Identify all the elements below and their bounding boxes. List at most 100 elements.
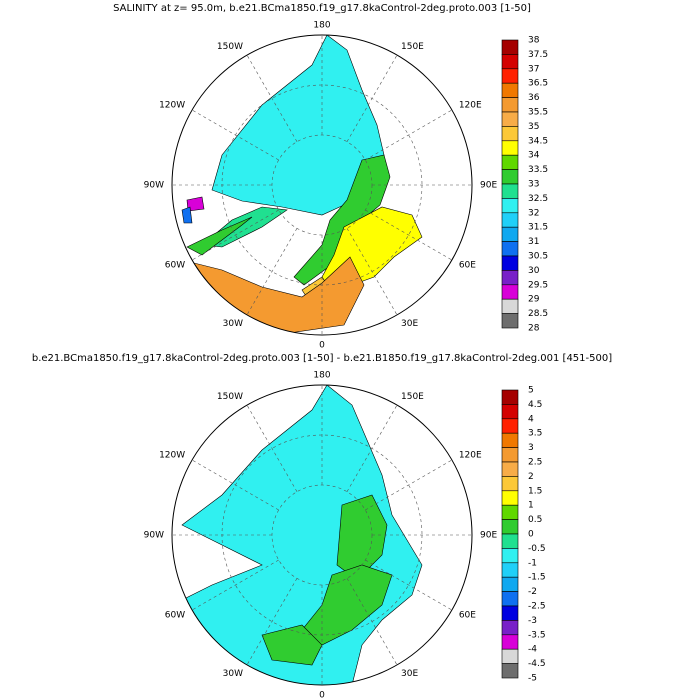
colorbar-box	[501, 504, 519, 520]
longitude-label: 150E	[401, 42, 424, 52]
panel: b.e21.BCma1850.f19_g17.8kaControl-2deg.p…	[32, 353, 612, 700]
colorbar-label: 1	[528, 501, 534, 511]
colorbar-box	[501, 140, 519, 156]
colorbar-label: 34.5	[528, 136, 548, 146]
colorbar-box	[501, 183, 519, 199]
colorbar-box	[501, 298, 519, 314]
colorbar-box	[501, 605, 519, 621]
longitude-label: 120E	[459, 101, 482, 111]
colorbar-label: -2.5	[528, 602, 546, 612]
colorbar-label: 34	[528, 151, 540, 161]
colorbar-box	[501, 461, 519, 477]
longitude-label: 60E	[459, 261, 476, 271]
colorbar-label: 31	[528, 237, 539, 247]
colorbar-box	[501, 126, 519, 142]
ocean-region	[186, 216, 253, 256]
colorbar-label: 3.5	[528, 429, 542, 439]
colorbar-box	[501, 519, 519, 535]
colorbar-label: 36	[528, 93, 540, 103]
ocean-region	[261, 624, 323, 666]
colorbar-box	[501, 476, 519, 492]
ocean-region	[301, 564, 393, 646]
colorbar-label: 35.5	[528, 108, 548, 118]
colorbar-label: -0.5	[528, 544, 546, 554]
colorbar-label: 4.5	[528, 400, 542, 410]
meridian-line	[346, 228, 398, 316]
colorbar-label: 38	[528, 36, 540, 46]
longitude-label: 90E	[480, 181, 497, 191]
longitude-label: 30E	[401, 319, 418, 329]
meridian-line	[365, 209, 453, 261]
longitude-label: 60W	[165, 611, 185, 621]
colorbar-label: 2	[528, 472, 534, 482]
colorbar-box	[501, 284, 519, 300]
colorbar-box	[501, 648, 519, 664]
ocean-region	[293, 154, 391, 286]
meridian-line	[365, 109, 453, 161]
colorbar-box	[501, 226, 519, 242]
colorbar-label: 28	[528, 324, 540, 334]
meridian-line	[365, 559, 453, 611]
colorbar-label: 5	[528, 386, 534, 396]
colorbar-label: -1.5	[528, 573, 546, 583]
colorbar-label: 4	[528, 414, 534, 424]
meridian-line	[191, 459, 279, 511]
colorbar-box	[501, 39, 519, 55]
colorbar-box	[501, 432, 519, 448]
colorbar-label: 32.5	[528, 194, 548, 204]
colorbar-label: -4	[528, 645, 537, 655]
colorbar-box	[501, 68, 519, 84]
colorbar-box	[501, 389, 519, 405]
colorbar-box	[501, 663, 519, 679]
colorbar-box	[501, 562, 519, 578]
ocean-region	[186, 196, 205, 212]
longitude-label: 30W	[223, 669, 243, 679]
colorbar-box	[501, 54, 519, 70]
colorbar-box	[501, 490, 519, 506]
colorbar-label: 2.5	[528, 458, 542, 468]
colorbar-label: -2	[528, 587, 537, 597]
panel: SALINITY at z= 95.0m, b.e21.BCma1850.f19…	[113, 3, 548, 351]
colorbar-box	[501, 82, 519, 98]
colorbar-label: -5	[528, 674, 537, 684]
meridian-line	[346, 578, 398, 666]
panel-title: SALINITY at z= 95.0m, b.e21.BCma1850.f19…	[113, 3, 531, 14]
meridian-line	[346, 54, 398, 142]
colorbar-box	[501, 198, 519, 214]
colorbar-label: -3.5	[528, 630, 546, 640]
colorbar-box	[501, 313, 519, 329]
colorbar-label: 31.5	[528, 223, 548, 233]
panel-title: b.e21.BCma1850.f19_g17.8kaControl-2deg.p…	[32, 353, 612, 364]
colorbar-label: 29.5	[528, 280, 548, 290]
longitude-label: 30W	[223, 319, 243, 329]
longitude-label: 90E	[480, 531, 497, 541]
colorbar-box	[501, 447, 519, 463]
colorbar-box	[501, 169, 519, 185]
meridian-line	[246, 54, 298, 142]
colorbar-box	[501, 111, 519, 127]
colorbar-label: 28.5	[528, 309, 548, 319]
map-border	[171, 34, 473, 336]
meridian-line	[191, 109, 279, 161]
colorbar-box	[501, 241, 519, 257]
colorbar-label: 30.5	[528, 252, 548, 262]
longitude-label: 0	[319, 341, 325, 351]
colorbar-box	[501, 576, 519, 592]
ocean-region	[181, 256, 365, 335]
map	[172, 385, 472, 685]
meridian-line	[191, 209, 279, 261]
colorbar-box	[501, 418, 519, 434]
colorbar-box	[501, 591, 519, 607]
colorbar-label: 29	[528, 295, 540, 305]
ocean-region	[336, 494, 388, 581]
longitude-label: 0	[319, 691, 325, 700]
colorbar-box	[501, 404, 519, 420]
longitude-label: 150E	[401, 392, 424, 402]
meridian-line	[346, 404, 398, 492]
colorbar-label: -1	[528, 558, 537, 568]
ocean-region	[181, 206, 193, 224]
colorbar-label: -4.5	[528, 659, 546, 669]
longitude-label: 30E	[401, 669, 418, 679]
longitude-label: 60E	[459, 611, 476, 621]
colorbar-label: 0	[528, 530, 534, 540]
